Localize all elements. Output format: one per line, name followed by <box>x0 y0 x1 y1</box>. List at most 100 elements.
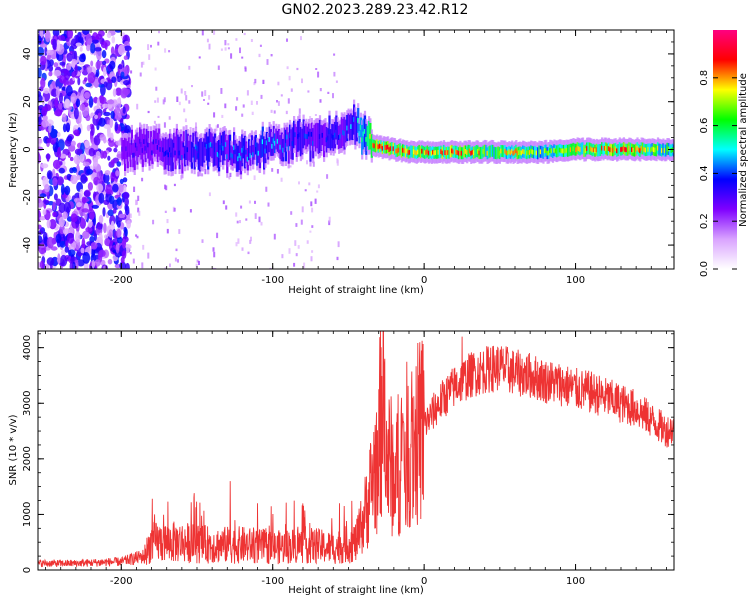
spectrogram-speckle <box>244 67 247 72</box>
spectrogram-noise-cell <box>82 252 91 264</box>
spectrogram-noise-cell <box>86 124 91 132</box>
spectrogram-ridge-core <box>139 138 142 144</box>
spectrogram-ridge-core <box>457 150 461 156</box>
spectrogram-ridge-core <box>509 150 512 156</box>
spectrogram-noise-cell <box>83 190 91 197</box>
spectrogram-ridge-cell <box>301 128 304 155</box>
spectrogram-noise-cell <box>120 71 125 78</box>
spectrogram-ridge-core <box>508 149 511 155</box>
spectrogram-speckle <box>215 125 218 132</box>
spectrogram-ridge-cell <box>212 136 215 167</box>
spectrogram-speckle <box>249 239 252 244</box>
spectrogram-noise-cell <box>52 211 57 218</box>
spectrogram-noise-cell <box>88 96 94 108</box>
spectrogram-speckle <box>269 267 272 269</box>
spectrogram-ridge-core <box>579 147 582 152</box>
spectrogram-speckle <box>173 183 176 187</box>
spectrogram-ridge-cell <box>485 144 488 157</box>
spectrogram-noise-cell <box>85 114 91 122</box>
spectrogram-noise-cell <box>44 46 48 57</box>
spectrogram-speckle <box>152 219 155 225</box>
spectrogram-speckle <box>306 240 309 244</box>
spectrogram-noise-cell <box>86 44 91 52</box>
spectrogram-speckle <box>147 252 150 259</box>
spectrogram-noise-cell <box>107 258 113 265</box>
spectrogram-noise-cell <box>123 45 132 52</box>
spectrogram-ridge-core <box>271 143 274 149</box>
spectrogram-noise-cell <box>65 98 71 109</box>
spectrogram-ridge-core <box>365 137 368 142</box>
spectrogram-ridge-cell <box>223 130 226 161</box>
spectrogram-noise-cell <box>64 185 71 196</box>
spectrogram-noise-cell <box>123 55 128 60</box>
spectrogram-ridge-cell <box>203 138 206 163</box>
spectrogram-noise-cell <box>65 85 73 97</box>
spectrogram-speckle <box>195 122 197 129</box>
colorbar-tick-label: 0.4 <box>699 165 710 181</box>
spectrogram-ridge-core <box>158 140 161 145</box>
spectrogram-noise-cell <box>73 107 79 120</box>
spectrogram-speckle <box>183 108 186 113</box>
spectrogram-ridge-core <box>129 152 132 158</box>
spectrogram-speckle <box>311 225 314 228</box>
spectrogram-ridge-core <box>605 146 608 151</box>
spectrogram-ridge-core <box>306 134 309 139</box>
spectrogram-ridge-core <box>472 150 476 156</box>
spectrogram-ridge-core <box>647 147 650 152</box>
spectrogram-speckle <box>271 168 274 172</box>
spectrogram-ridge-core <box>196 146 199 151</box>
spectrogram-speckle <box>204 90 207 96</box>
spectrogram-speckle <box>281 254 284 259</box>
spectrogram-ridge-core <box>445 150 448 156</box>
spectrogram-speckle <box>220 48 223 51</box>
spectrogram-ridge-cell <box>534 145 537 158</box>
spectrogram-ridge-core <box>468 148 471 154</box>
spectrogram-speckle <box>135 199 137 206</box>
spectrogram-noise-cell <box>44 30 51 43</box>
spectrogram-speckle <box>137 195 140 201</box>
y-tick-label: -40 <box>22 237 33 253</box>
spectrogram-noise-cell <box>61 113 67 123</box>
spectrogram-speckle <box>335 80 338 83</box>
spectrogram-ridge-core <box>595 147 598 153</box>
spectrogram-speckle <box>141 262 144 269</box>
spectrogram-ridge-core <box>513 149 516 155</box>
spectrogram-noise-cell <box>124 197 129 207</box>
spectrogram-noise-cell <box>57 146 62 159</box>
spectrogram-noise-cell <box>57 35 66 41</box>
spectrogram-noise-cell <box>52 159 61 170</box>
spectrogram-speckle <box>235 242 238 247</box>
spectrogram-ridge-core <box>167 152 170 158</box>
spectrogram-noise-cell <box>101 50 107 59</box>
spectrogram-ridge-cell <box>633 144 636 157</box>
spectrogram-ridge-core <box>284 143 287 148</box>
spectrogram-ridge-core <box>640 145 643 151</box>
spectrogram-noise-cell <box>76 201 82 208</box>
spectrogram-speckle <box>201 239 204 243</box>
spectrogram-ridge-core <box>575 147 578 153</box>
spectrogram-speckle <box>157 115 160 118</box>
spectrogram-ridge-cell <box>422 146 425 159</box>
spectrogram-speckle <box>298 181 300 185</box>
spectrogram-ridge-cell <box>419 146 422 159</box>
spectrogram-speckle <box>147 44 150 50</box>
spectrogram-ridge-cell <box>629 142 632 155</box>
spectrogram-ridge-core <box>359 125 362 130</box>
spectrogram-ridge-cell <box>260 135 263 158</box>
spectrogram-noise-cell <box>118 213 126 219</box>
spectrogram-ridge-core <box>224 142 228 147</box>
spectrogram-ridge-cell <box>459 145 462 158</box>
spectrogram-noise-cell <box>89 212 95 220</box>
spectrogram-ridge-cell <box>302 119 305 149</box>
x-tick-label: -200 <box>110 576 133 587</box>
spectrogram-noise-cell <box>98 214 104 224</box>
spectrogram-noise-cell <box>102 60 107 65</box>
spectrogram-speckle <box>254 213 257 219</box>
spectrogram-noise-cell <box>84 91 90 99</box>
spectrogram-noise-cell <box>122 250 127 259</box>
spectrogram-noise-cell <box>115 140 123 146</box>
spectrogram-ridge-core <box>385 145 388 150</box>
spectrogram-ridge-core <box>181 155 184 160</box>
spectrogram-ridge-core <box>527 149 530 155</box>
spectrogram-ridge-core <box>279 144 282 150</box>
